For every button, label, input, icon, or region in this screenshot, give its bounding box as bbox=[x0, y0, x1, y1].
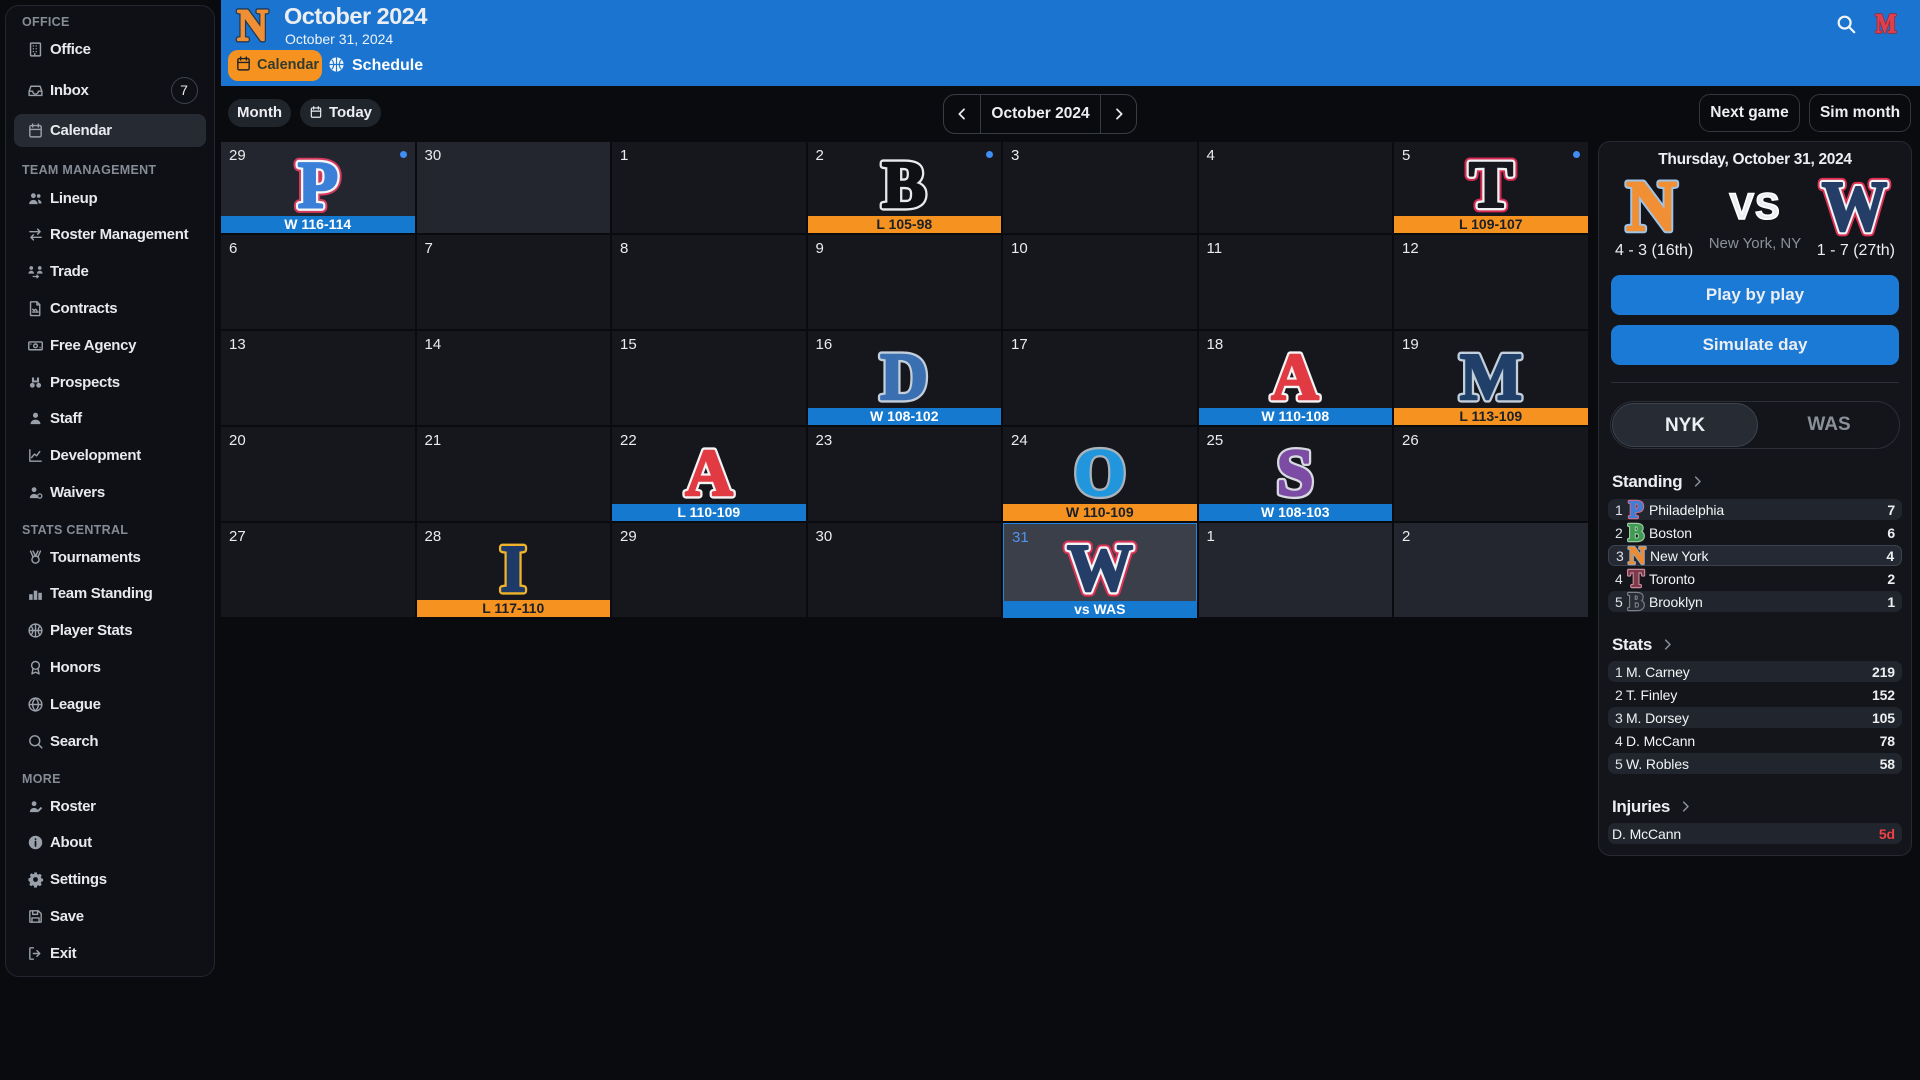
svg-text:I: I bbox=[500, 533, 526, 607]
svg-text:A: A bbox=[1271, 341, 1319, 415]
svg-text:T: T bbox=[1469, 149, 1513, 223]
svg-text:T: T bbox=[1628, 565, 1644, 593]
svg-text:B: B bbox=[1628, 588, 1644, 616]
svg-text:P: P bbox=[1629, 496, 1644, 524]
svg-text:D: D bbox=[880, 341, 928, 415]
svg-text:B: B bbox=[1628, 588, 1644, 616]
svg-text:M: M bbox=[1460, 341, 1522, 415]
svg-text:B: B bbox=[882, 149, 926, 223]
svg-text:W: W bbox=[1067, 532, 1133, 606]
svg-text:M: M bbox=[1876, 10, 1897, 40]
svg-text:W: W bbox=[1067, 532, 1133, 606]
svg-text:B: B bbox=[1628, 519, 1644, 547]
svg-text:N: N bbox=[237, 1, 268, 51]
svg-text:W: W bbox=[1822, 167, 1888, 246]
svg-text:S: S bbox=[1277, 437, 1314, 511]
svg-text:B: B bbox=[1628, 519, 1644, 547]
svg-text:S: S bbox=[1277, 437, 1314, 511]
svg-text:M: M bbox=[1460, 341, 1522, 415]
svg-text:P: P bbox=[298, 149, 338, 223]
svg-text:W: W bbox=[1822, 167, 1888, 246]
svg-text:P: P bbox=[1629, 496, 1644, 524]
svg-text:N: N bbox=[1626, 168, 1677, 247]
svg-text:P: P bbox=[298, 149, 338, 223]
svg-text:D: D bbox=[880, 341, 928, 415]
svg-text:A: A bbox=[685, 437, 733, 511]
svg-text:P: P bbox=[298, 149, 338, 223]
svg-text:B: B bbox=[882, 149, 926, 223]
svg-text:I: I bbox=[500, 533, 526, 607]
svg-text:N: N bbox=[1629, 542, 1647, 570]
svg-text:W: W bbox=[1067, 532, 1133, 606]
svg-text:N: N bbox=[1629, 542, 1647, 570]
svg-text:A: A bbox=[685, 437, 733, 511]
svg-text:W: W bbox=[1822, 167, 1888, 246]
svg-text:O: O bbox=[1074, 437, 1125, 511]
svg-text:T: T bbox=[1469, 149, 1513, 223]
svg-text:O: O bbox=[1074, 437, 1125, 511]
svg-text:T: T bbox=[1628, 565, 1644, 593]
svg-text:M: M bbox=[1876, 10, 1897, 40]
svg-text:T: T bbox=[1469, 149, 1513, 223]
svg-text:N: N bbox=[237, 1, 268, 51]
svg-text:A: A bbox=[1271, 341, 1319, 415]
svg-text:N: N bbox=[1626, 168, 1677, 247]
